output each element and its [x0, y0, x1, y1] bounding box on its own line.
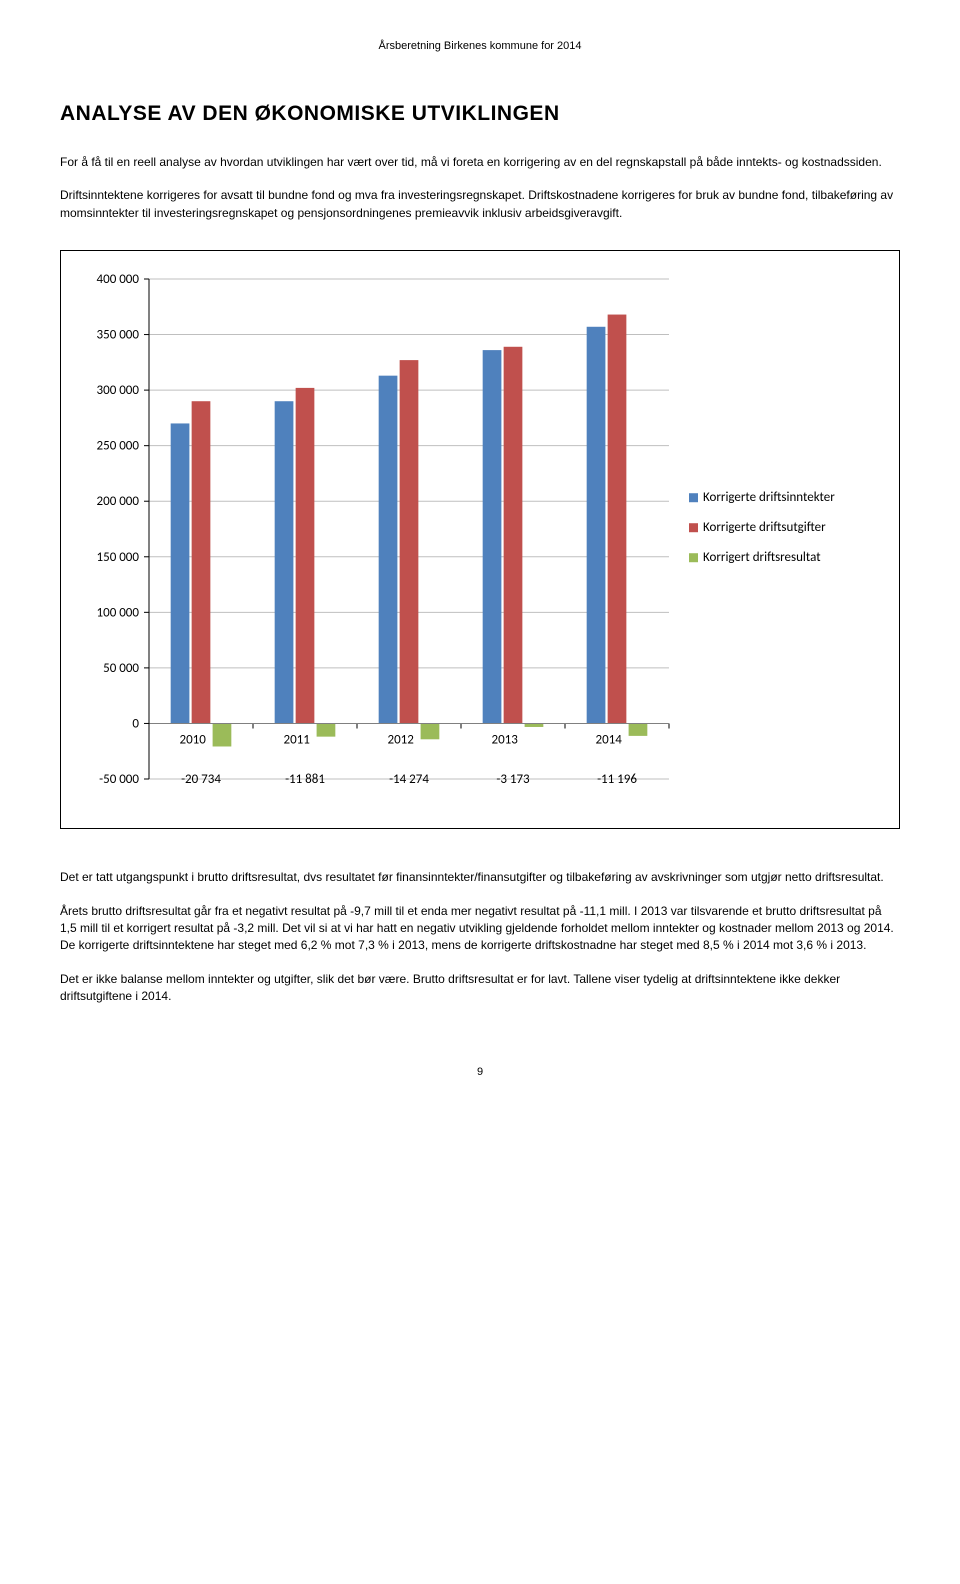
- page-number: 9: [60, 1066, 900, 1078]
- svg-text:400 000: 400 000: [97, 272, 140, 287]
- svg-text:2014: 2014: [596, 733, 623, 748]
- svg-text:0: 0: [132, 717, 139, 732]
- svg-text:350 000: 350 000: [97, 328, 140, 343]
- chart-container: 400 000 350 000 300 000 250 000 200 000 150 0…: [60, 250, 900, 829]
- body-paragraph-3: Det er ikke balanse mellom inntekter og …: [60, 971, 900, 1006]
- svg-text:100 000: 100 000: [97, 606, 140, 621]
- svg-text:-11 196: -11 196: [597, 772, 637, 787]
- intro-paragraph-2: Driftsinntektene korrigeres for avsatt t…: [60, 187, 900, 222]
- svg-text:300 000: 300 000: [97, 383, 140, 398]
- svg-text:250 000: 250 000: [97, 439, 140, 454]
- svg-text:2012: 2012: [388, 733, 415, 748]
- intro-paragraph-1: For å få til en reell analyse av hvordan…: [60, 154, 900, 171]
- svg-text:Korrigert driftsresultat: Korrigert driftsresultat: [703, 550, 821, 565]
- svg-text:-50 000: -50 000: [99, 772, 139, 787]
- svg-text:-14 274: -14 274: [389, 772, 429, 787]
- svg-text:2013: 2013: [492, 733, 519, 748]
- body-paragraph-2: Årets brutto driftsresultat går fra et n…: [60, 903, 900, 955]
- svg-text:2010: 2010: [180, 733, 207, 748]
- page-title: ANALYSE AV DEN ØKONOMISKE UTVIKLINGEN: [60, 102, 900, 126]
- svg-text:150 000: 150 000: [97, 550, 140, 565]
- page-header: Årsberetning Birkenes kommune for 2014: [60, 40, 900, 52]
- svg-text:-3 173: -3 173: [496, 772, 530, 787]
- svg-text:200 000: 200 000: [97, 494, 140, 509]
- svg-text:Korrigerte driftsutgifter: Korrigerte driftsutgifter: [703, 520, 826, 535]
- bar-chart: 400 000 350 000 300 000 250 000 200 000 150 0…: [79, 269, 879, 809]
- svg-text:50 000: 50 000: [103, 661, 139, 676]
- body-paragraph-1: Det er tatt utgangspunkt i brutto drifts…: [60, 869, 900, 886]
- svg-text:-20 734: -20 734: [181, 772, 221, 787]
- svg-text:-11 881: -11 881: [285, 772, 325, 787]
- svg-text:Korrigerte driftsinntekter: Korrigerte driftsinntekter: [703, 490, 835, 505]
- svg-text:2011: 2011: [284, 733, 310, 748]
